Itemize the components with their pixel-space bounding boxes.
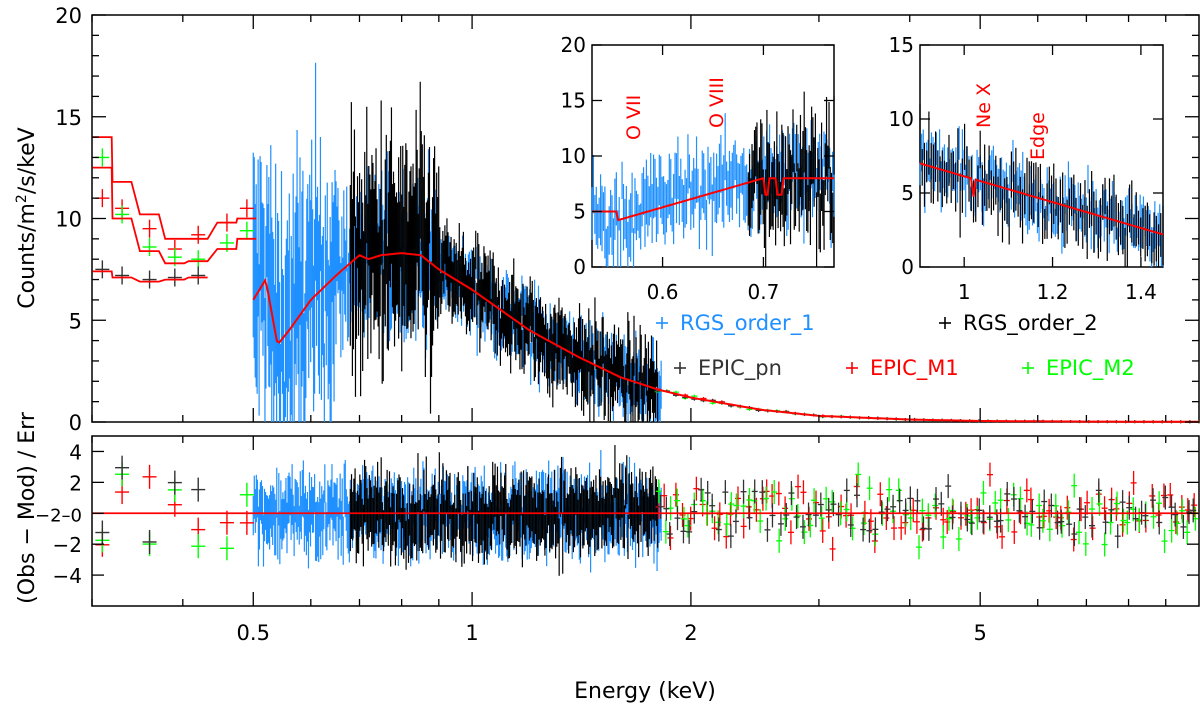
inset1-y-tick-label: 0 [573, 255, 586, 279]
inset-o-lines-data [591, 91, 835, 267]
epic-pn-low-model [92, 270, 208, 283]
inset2-x-tick-label: 1.2 [1037, 280, 1069, 304]
inset-o-lines-axes: 0 5 10 15 20 0.6 0.7 [561, 33, 834, 304]
main-y-tick-label: 0 [69, 411, 82, 435]
inset2-y-tick-label: 0 [901, 255, 914, 279]
epic-m1-low-model [92, 136, 257, 240]
main-y-tick-label: 10 [55, 208, 82, 232]
inset2-model-line [919, 162, 1164, 236]
inset-ne: 0 5 10 15 1 1.2 1.4 Ne X Edge [889, 33, 1164, 304]
main-y-tick-label: 15 [55, 106, 82, 130]
annotation-o-viii: O VIII [706, 77, 728, 128]
annotation-o-vii: O VII [623, 95, 645, 140]
x-tick-label: 0.5 [237, 621, 270, 645]
inset1-y-tick-label: 20 [561, 33, 586, 57]
inset1-y-tick-label: 5 [573, 200, 586, 224]
epic-m2-low-model [92, 166, 257, 265]
x-tick-label: 2 [684, 621, 697, 645]
res-y-tick-label: −2 [53, 533, 82, 557]
data-layer [92, 62, 1200, 576]
inset2-y-tick-label: 5 [901, 181, 914, 205]
res-y-tick-label: 4 [69, 440, 82, 464]
annotation-edge: Edge [1027, 112, 1049, 160]
legend-label-EPIC_pn: EPIC_pn [698, 356, 782, 381]
inset-ne-data [919, 104, 1164, 267]
res-y-tick-label: 2 [69, 471, 82, 495]
main-y-tick-label: 5 [69, 309, 82, 333]
res-y-tick-label: −4 [53, 564, 82, 588]
main-y-tick-label: 20 [55, 4, 82, 28]
x-tick-label: 1 [465, 621, 478, 645]
inset1-x-tick-label: 0.6 [647, 280, 679, 304]
inset2-x-tick-label: 1 [958, 280, 971, 304]
inset1-x-tick-label: 0.7 [748, 280, 780, 304]
legend-label-EPIC_M2: EPIC_M2 [1046, 356, 1135, 381]
legend-label-RGS_order_2: RGS_order_2 [963, 311, 1098, 336]
main-y-axis-label: Counts/m2/s/keV [14, 127, 40, 308]
inset-o-lines: 0 5 10 15 20 0.6 0.7 O VII O VIII [561, 33, 835, 304]
inset2-y-tick-label: 10 [889, 107, 914, 131]
inset2-y-tick-label: 15 [889, 33, 914, 57]
residual-y-axis-label: (Obs − Mod) / Err [15, 411, 40, 604]
res-y-tick-label: −2–0 [35, 505, 82, 526]
annotation-ne-x: Ne X [973, 83, 995, 128]
legend: RGS_order_1 RGS_order_2 EPIC_pn EPIC_M1 EPIC… [656, 311, 1135, 381]
model-line [252, 252, 1199, 423]
inset1-y-tick-label: 15 [561, 89, 586, 113]
legend-label-RGS_order_1: RGS_order_1 [680, 311, 815, 336]
inset1-y-tick-label: 10 [561, 144, 586, 168]
inset1-model-line [592, 176, 834, 222]
x-axis-label: Energy (keV) [574, 679, 716, 704]
x-tick-label: 5 [973, 621, 986, 645]
residual-panel-frame [91, 435, 1200, 607]
inset-ne-axes: 0 5 10 15 1 1.2 1.4 [889, 33, 1163, 304]
legend-label-EPIC_M1: EPIC_M1 [870, 356, 959, 381]
inset2-x-tick-label: 1.4 [1125, 280, 1157, 304]
